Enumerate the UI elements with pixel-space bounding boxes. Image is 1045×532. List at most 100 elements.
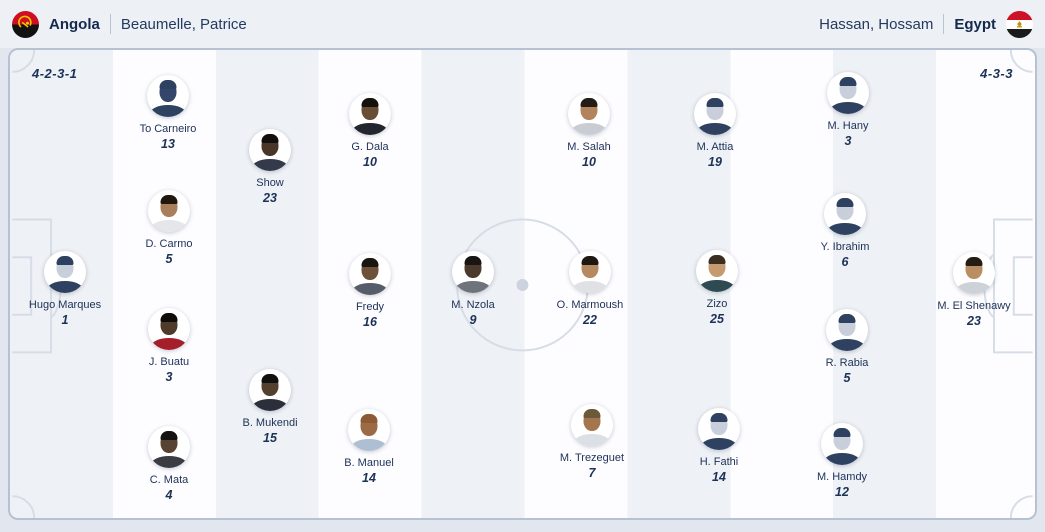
player-avatar — [249, 369, 291, 411]
player-avatar — [349, 253, 391, 295]
away-coach-name: Hassan, Hossam — [819, 15, 934, 33]
player-number: 22 — [583, 313, 597, 327]
player-number: 10 — [582, 155, 596, 169]
player-m-nzola[interactable]: M. Nzola 9 — [418, 251, 528, 327]
player-number: 4 — [165, 488, 173, 502]
player-avatar — [348, 409, 390, 451]
player-avatar — [569, 251, 611, 293]
home-coach-name: Beaumelle, Patrice — [120, 15, 247, 33]
player-number: 10 — [363, 155, 377, 169]
player-avatar — [827, 72, 869, 114]
player-name: G. Dala — [351, 141, 389, 153]
player-name: M. Trezeguet — [559, 452, 625, 464]
player-m-attia[interactable]: M. Attia 19 — [660, 93, 770, 169]
player-avatar — [44, 251, 86, 293]
away-team-header: Hassan, Hossam Egypt — [819, 10, 1033, 38]
home-team-header: Angola Beaumelle, Patrice — [12, 10, 247, 38]
player-name: J. Buatu — [148, 356, 190, 368]
player-avatar — [568, 93, 610, 135]
player-o-marmoush[interactable]: O. Marmoush 22 — [535, 251, 645, 327]
player-avatar — [148, 190, 190, 232]
player-name: D. Carmo — [145, 238, 193, 250]
player-m-hamdy[interactable]: M. Hamdy 12 — [787, 423, 897, 499]
player-m-el-shenawy[interactable]: M. El Shenawy 23 — [919, 252, 1029, 328]
player-name: Show — [256, 177, 284, 189]
player-name: Fredy — [355, 301, 385, 313]
home-team-name[interactable]: Angola — [49, 15, 100, 33]
player-avatar — [826, 309, 868, 351]
away-team-name[interactable]: Egypt — [954, 15, 996, 33]
lineup-header: Angola Beaumelle, Patrice Hassan, Hossam… — [0, 0, 1045, 48]
player-name: To Carneiro — [139, 123, 197, 135]
player-number: 14 — [712, 470, 726, 484]
player-d-carmo[interactable]: D. Carmo 5 — [114, 190, 224, 266]
player-b-mukendi[interactable]: B. Mukendi 15 — [215, 369, 325, 445]
player-j-buatu[interactable]: J. Buatu 3 — [114, 308, 224, 384]
player-name: M. Attia — [696, 141, 734, 153]
player-name: M. Hamdy — [816, 471, 868, 483]
player-avatar — [249, 129, 291, 171]
home-formation-label: 4-2-3-1 — [32, 66, 78, 81]
egypt-flag-icon — [1006, 10, 1033, 38]
player-name: Y. Ibrahim — [820, 241, 870, 253]
player-avatar — [694, 93, 736, 135]
player-avatar — [953, 252, 995, 294]
player-g-dala[interactable]: G. Dala 10 — [315, 93, 425, 169]
player-name: M. Salah — [567, 141, 611, 153]
player-name: Zizo — [706, 298, 728, 310]
player-number: 19 — [708, 155, 722, 169]
player-number: 5 — [165, 252, 173, 266]
player-avatar — [148, 426, 190, 468]
player-name: O. Marmoush — [556, 299, 624, 311]
player-avatar — [821, 423, 863, 465]
pitch-markings — [12, 50, 1033, 518]
player-number: 5 — [843, 371, 851, 385]
player-name: Hugo Marques — [28, 299, 102, 311]
player-number: 6 — [841, 255, 849, 269]
player-fredy[interactable]: Fredy 16 — [315, 253, 425, 329]
player-c-mata[interactable]: C. Mata 4 — [114, 426, 224, 502]
player-show[interactable]: Show 23 — [215, 129, 325, 205]
player-r-rabia[interactable]: R. Rabia 5 — [792, 309, 902, 385]
player-name: R. Rabia — [825, 357, 869, 369]
player-b-manuel[interactable]: B. Manuel 14 — [314, 409, 424, 485]
header-separator — [109, 14, 111, 34]
player-number: 9 — [469, 313, 477, 327]
player-name: C. Mata — [149, 474, 189, 486]
player-name: M. Nzola — [451, 299, 495, 311]
player-avatar — [698, 408, 740, 450]
center-spot — [516, 279, 529, 291]
pitch: 4-2-3-1 4-3-3 Hugo Marques 1 To Carneiro 13… — [8, 48, 1037, 520]
player-name: M. Hany — [827, 120, 869, 132]
player-m-hany[interactable]: M. Hany 3 — [793, 72, 903, 148]
player-number: 13 — [161, 137, 175, 151]
player-avatar — [452, 251, 494, 293]
player-avatar — [349, 93, 391, 135]
player-name: H. Fathi — [699, 456, 739, 468]
player-number: 16 — [363, 315, 377, 329]
player-avatar — [824, 193, 866, 235]
angola-flag-icon — [12, 10, 39, 38]
player-number: 15 — [263, 431, 277, 445]
player-number: 23 — [263, 191, 277, 205]
player-number: 3 — [844, 134, 852, 148]
header-separator — [943, 14, 945, 34]
player-m-salah[interactable]: M. Salah 10 — [534, 93, 644, 169]
player-avatar — [148, 308, 190, 350]
player-number: 3 — [165, 370, 173, 384]
player-h-fathi[interactable]: H. Fathi 14 — [664, 408, 774, 484]
away-formation-label: 4-3-3 — [980, 66, 1013, 81]
player-name: B. Manuel — [344, 457, 394, 469]
player-number: 14 — [362, 471, 376, 485]
player-avatar — [571, 404, 613, 446]
player-name: M. El Shenawy — [937, 300, 1011, 312]
player-zizo[interactable]: Zizo 25 — [662, 250, 772, 326]
player-name: B. Mukendi — [242, 417, 298, 429]
player-to-carneiro[interactable]: To Carneiro 13 — [113, 75, 223, 151]
player-number: 1 — [61, 313, 69, 327]
player-hugo-marques[interactable]: Hugo Marques 1 — [10, 251, 120, 327]
player-m-trezeguet[interactable]: M. Trezeguet 7 — [537, 404, 647, 480]
player-avatar — [696, 250, 738, 292]
player-number: 7 — [588, 466, 596, 480]
player-y-ibrahim[interactable]: Y. Ibrahim 6 — [790, 193, 900, 269]
